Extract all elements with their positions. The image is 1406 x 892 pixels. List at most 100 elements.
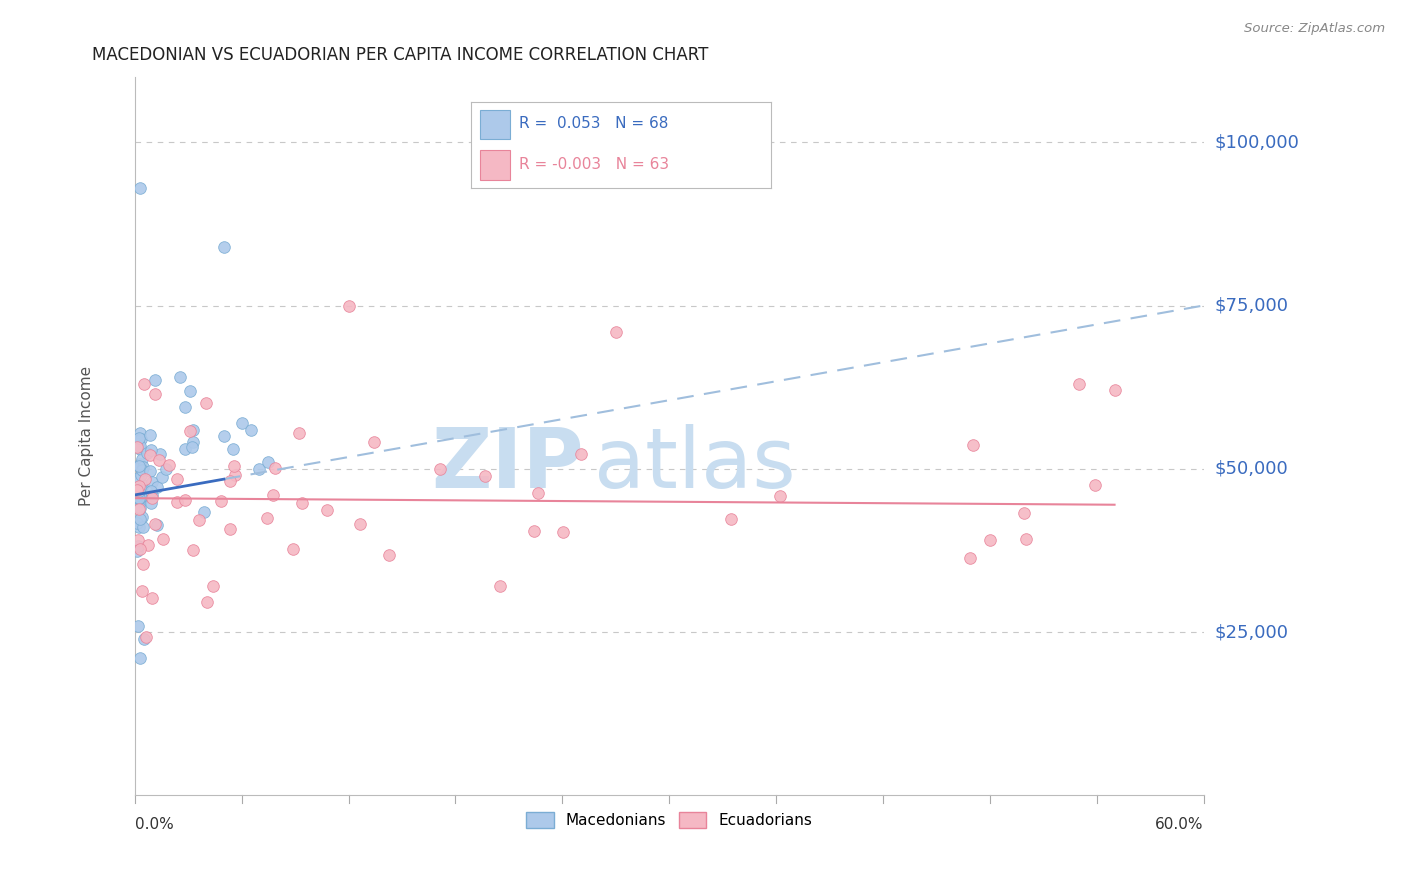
Point [128,459,150,474]
Point [148,452,170,467]
Point [131,584,153,599]
Point [193,505,215,519]
Point [212,429,235,443]
Point [127,533,149,547]
Point [139,496,162,510]
Point [129,482,152,496]
Point [128,478,150,492]
Point [378,548,401,562]
Text: $100,000: $100,000 [1215,133,1299,152]
Point [201,578,224,592]
Point [231,416,253,430]
Point [135,630,157,644]
Point [239,423,262,437]
Point [134,472,156,486]
Point [181,435,204,450]
Point [262,487,284,501]
Text: 0.0%: 0.0% [135,817,173,832]
Point [129,458,152,472]
Text: Source: ZipAtlas.com: Source: ZipAtlas.com [1244,22,1385,36]
Point [979,533,1001,548]
Point [316,503,339,517]
Point [222,459,245,474]
Point [132,488,155,502]
Point [131,459,153,474]
Point [166,495,188,509]
Text: $50,000: $50,000 [1215,459,1288,478]
Point [1104,384,1126,398]
Point [132,478,155,492]
Point [224,467,246,482]
Point [129,542,152,557]
Point [143,386,166,401]
Point [720,512,742,526]
Point [337,298,360,312]
Point [149,447,172,461]
Point [474,469,496,483]
Text: Per Capita Income: Per Capita Income [79,366,94,506]
Point [139,464,162,478]
Point [132,488,155,502]
Point [129,493,152,508]
Point [263,461,285,475]
Point [129,651,152,665]
Text: atlas: atlas [595,425,796,506]
Point [141,488,163,502]
Point [173,401,195,415]
Point [179,424,201,438]
Text: 60.0%: 60.0% [1156,817,1204,832]
Point [173,442,195,456]
Point [141,591,163,606]
Text: $25,000: $25,000 [1215,624,1289,641]
Point [183,543,205,558]
Point [959,551,981,566]
Point [127,618,149,632]
Point [131,494,153,508]
Point [127,470,149,484]
Point [152,532,174,546]
Point [131,452,153,467]
Point [129,439,152,453]
Point [527,485,550,500]
Point [132,557,155,571]
Point [125,483,148,498]
Point [141,491,163,506]
Point [249,462,271,476]
Point [128,491,150,506]
Point [1067,376,1090,391]
Point [128,520,150,534]
Point [129,442,152,457]
Point [129,432,152,446]
Point [146,518,169,533]
Point [129,500,152,515]
Text: MACEDONIAN VS ECUADORIAN PER CAPITA INCOME CORRELATION CHART: MACEDONIAN VS ECUADORIAN PER CAPITA INCO… [91,46,709,64]
Point [157,458,180,472]
Point [281,542,304,557]
Point [145,480,167,494]
Point [129,511,152,525]
Point [127,543,149,558]
Point [291,496,314,510]
Point [129,460,152,475]
Point [551,524,574,539]
Point [219,474,242,488]
Point [127,433,149,447]
Point [132,632,155,646]
Point [131,510,153,524]
Point [195,396,218,410]
Point [257,455,280,469]
Point [150,469,173,483]
Point [125,434,148,449]
Point [132,520,155,534]
Point [128,491,150,505]
Point [962,438,984,452]
Point [1012,506,1035,520]
Point [218,522,240,536]
Legend: Macedonians, Ecuadorians: Macedonians, Ecuadorians [520,806,818,834]
Point [569,447,592,461]
Point [139,448,162,462]
Point [222,442,245,457]
Point [1015,532,1038,546]
Point [212,240,235,254]
Point [128,483,150,498]
